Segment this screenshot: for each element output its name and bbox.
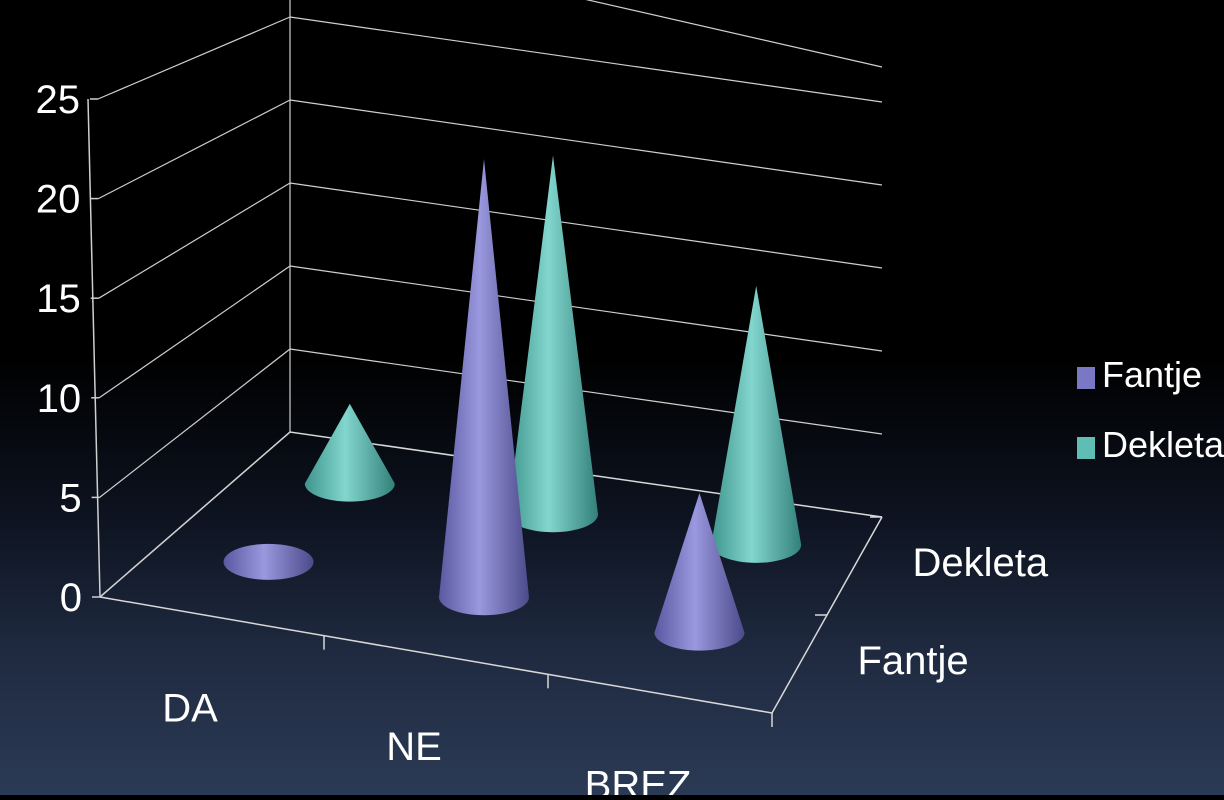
cone-base [223,543,314,580]
gridline-side-wall [99,348,291,498]
axis-labels: 0 5 10 15 20 25 DA NE BREZ Fantje Dekleta [36,78,1049,800]
legend-label: Dekleta [1102,424,1224,465]
legend-label: Fantje [1102,354,1202,395]
y-axis-line [87,98,101,598]
cone-dekleta-ne [508,155,598,533]
gridline-back-wall [289,182,883,269]
gridline-side-wall [98,99,291,200]
gridline-back-wall [289,16,883,103]
gridline-side-wall [99,431,291,598]
cone-fantje-ne [439,159,529,616]
gridline-side-wall [98,265,291,399]
axes [87,0,883,727]
gridline-back-wall [289,265,883,352]
cone-dekleta-brez [711,285,802,563]
cone-fantje-brez [654,493,745,651]
legend-swatch [1077,367,1095,389]
y-tick-label: 5 [59,476,81,520]
x-axis-line [99,596,773,714]
x-tick-label: BREZ [585,764,692,795]
gridline-back-wall [289,99,883,186]
gridline-side-wall [97,16,291,100]
y-tick-label: 25 [36,78,81,122]
gridline-back-wall [289,348,883,435]
y-tick-label: 15 [36,277,81,321]
cones [223,155,802,651]
depth-tick-label: Fantje [858,639,969,683]
x-tick-label: DA [162,686,218,730]
cone-body [439,159,529,616]
legend-swatch [1077,437,1095,459]
cone-body [711,285,802,563]
x-tick-label: NE [386,725,442,769]
cone-dekleta-da [304,403,395,502]
cone-fantje-da [223,543,314,580]
cone-body [304,403,395,502]
cone-body [654,493,745,651]
gridline-side-wall [98,182,291,299]
back-wall-top [585,0,883,68]
y-tick-label: 20 [36,178,81,222]
gridlines [97,16,883,598]
y-tick-label: 0 [60,576,82,620]
legend: Fantje Dekleta [1077,354,1224,465]
depth-tick-label: Dekleta [913,541,1049,585]
y-tick-label: 10 [37,377,82,421]
cone-body [508,155,598,533]
